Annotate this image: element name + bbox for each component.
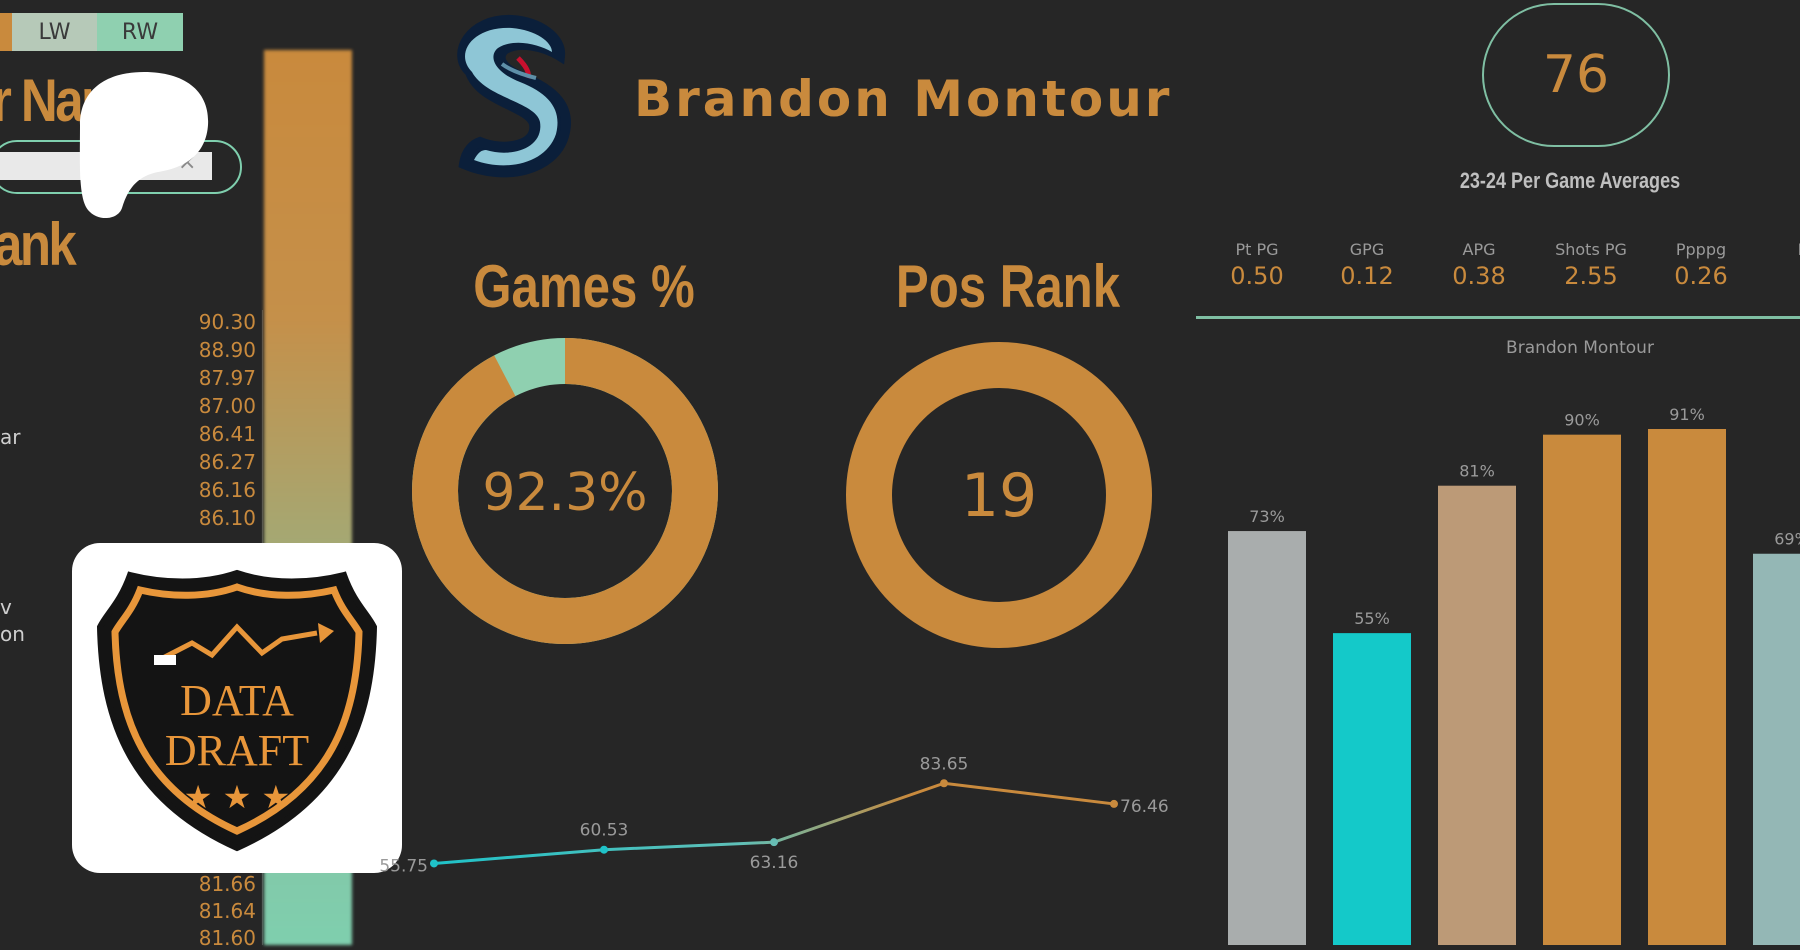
badge-text-draft: DRAFT	[165, 726, 309, 775]
app-logo-icon	[79, 72, 209, 219]
rank-value: 88.90	[198, 338, 256, 362]
list-item[interactable]: ar	[0, 425, 21, 449]
stat-value: 2.55	[1564, 262, 1618, 290]
averages-title: 23-24 Per Game Averages	[1459, 168, 1681, 193]
trend-point	[1110, 799, 1118, 808]
rank-value: 86.41	[198, 422, 256, 446]
badge-text-data: DATA	[180, 676, 294, 725]
bar-label: 55%	[1354, 609, 1390, 628]
tab-rw[interactable]: RW	[97, 13, 183, 51]
bar	[1543, 434, 1621, 945]
rank-value: 90.30	[198, 310, 256, 334]
team-logo-icon	[457, 14, 571, 178]
bar-label: 90%	[1564, 411, 1600, 430]
trend-line-chart: 55.75 60.53 63.16 83.65 76.46	[379, 754, 1169, 876]
percentile-bar-chart: 73% 55% 81% 90% 91% 69%	[1228, 405, 1800, 945]
stat-label: Ppppg	[1675, 240, 1727, 259]
trend-point	[430, 859, 438, 868]
bar-label: 69%	[1774, 530, 1800, 549]
bar	[1333, 633, 1411, 945]
data-draft-logo: DATA DRAFT ★ ★ ★	[72, 543, 402, 873]
bar-chart-title: Brandon Montour	[1506, 338, 1654, 358]
bar	[1648, 428, 1726, 945]
trend-point-label: 76.46	[1120, 797, 1169, 817]
rank-value: 81.60	[198, 926, 256, 950]
bar-label: 91%	[1669, 405, 1705, 424]
trend-point	[770, 838, 778, 847]
trend-point-label: 60.53	[580, 821, 629, 841]
tab-position-selected[interactable]	[0, 13, 12, 51]
stat-label: Hit	[1754, 240, 1800, 259]
bar	[1438, 485, 1516, 945]
stat-value: 0.26	[1674, 262, 1728, 290]
trend-point	[600, 845, 608, 854]
games-pct-title: Games %	[473, 253, 695, 320]
trend-point-label: 83.65	[920, 754, 969, 774]
overall-rating-value: 76	[1542, 45, 1610, 105]
pos-rank-value: 19	[961, 461, 1037, 531]
trend-point-label: 63.16	[750, 853, 799, 873]
stat-value: 0.12	[1340, 262, 1394, 290]
trend-point-label: 55.75	[379, 856, 428, 876]
rank-value: 86.10	[198, 506, 256, 530]
bar	[1228, 531, 1306, 945]
rank-value: 81.64	[198, 899, 256, 923]
trend-line	[433, 781, 1115, 865]
player-name: Brandon Montour	[634, 70, 1173, 128]
stat-value: 0.50	[1230, 262, 1284, 290]
list-item[interactable]: on	[0, 622, 25, 646]
games-pct-donut: 92.3%	[412, 338, 718, 644]
rank-value: 81.66	[198, 872, 256, 896]
stat-label: GPG	[1349, 240, 1385, 259]
rank-value: 87.00	[198, 394, 256, 418]
tab-lw[interactable]: LW	[12, 13, 97, 51]
stat-label: Shots PG	[1555, 240, 1627, 259]
list-item[interactable]: v	[0, 595, 12, 619]
stat-value: 1	[1754, 262, 1800, 290]
stats-divider	[1196, 316, 1800, 319]
shield-icon: DATA DRAFT ★ ★ ★	[96, 569, 378, 852]
badge-stars: ★ ★ ★	[184, 778, 290, 816]
stat-label: Pt PG	[1235, 240, 1279, 259]
stat-value: 0.38	[1452, 262, 1506, 290]
rank-value: 86.16	[198, 478, 256, 502]
stat-label: APG	[1462, 240, 1496, 259]
bar-label: 81%	[1459, 462, 1495, 481]
pos-rank-title: Pos Rank	[895, 253, 1121, 320]
rank-value: 86.27	[198, 450, 256, 474]
trend-point	[940, 779, 948, 788]
games-pct-value: 92.3%	[482, 463, 647, 523]
rank-value: 87.97	[198, 366, 256, 390]
pos-rank-donut: 19	[846, 342, 1152, 648]
rank-heading: ank	[0, 211, 77, 278]
bar	[1753, 553, 1800, 945]
overall-rating-badge: 76	[1482, 3, 1670, 147]
bar-label: 73%	[1249, 507, 1285, 526]
